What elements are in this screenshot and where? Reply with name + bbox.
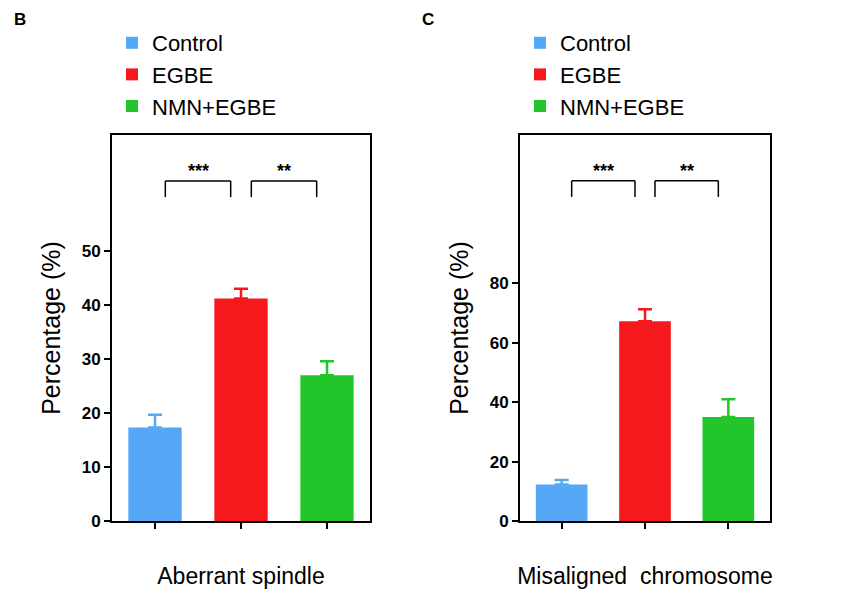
svg-text:Control: Control bbox=[152, 31, 223, 56]
svg-text:EGBE: EGBE bbox=[152, 63, 213, 88]
svg-text:Percentage (%): Percentage (%) bbox=[37, 241, 65, 415]
svg-text:**: ** bbox=[680, 161, 694, 181]
svg-text:***: *** bbox=[593, 161, 614, 181]
svg-text:NMN+EGBE: NMN+EGBE bbox=[152, 95, 276, 120]
svg-text:**: ** bbox=[277, 161, 291, 181]
svg-text:60: 60 bbox=[490, 334, 509, 353]
svg-text:Aberrant spindle: Aberrant spindle bbox=[157, 563, 325, 589]
svg-text:30: 30 bbox=[82, 350, 101, 369]
svg-text:C: C bbox=[422, 10, 434, 29]
svg-text:0: 0 bbox=[91, 512, 100, 531]
svg-text:Control: Control bbox=[560, 31, 631, 56]
svg-text:Misaligned chromosome: Misaligned chromosome bbox=[517, 563, 773, 589]
svg-text:10: 10 bbox=[82, 458, 101, 477]
svg-text:***: *** bbox=[188, 161, 209, 181]
svg-text:EGBE: EGBE bbox=[560, 63, 621, 88]
svg-text:Percentage (%): Percentage (%) bbox=[445, 241, 473, 415]
svg-text:0: 0 bbox=[499, 512, 508, 531]
svg-text:40: 40 bbox=[82, 296, 101, 315]
svg-text:20: 20 bbox=[490, 453, 509, 472]
svg-text:NMN+EGBE: NMN+EGBE bbox=[560, 95, 684, 120]
svg-text:20: 20 bbox=[82, 404, 101, 423]
svg-text:50: 50 bbox=[82, 242, 101, 261]
svg-text:40: 40 bbox=[490, 393, 509, 412]
svg-text:B: B bbox=[14, 10, 26, 29]
svg-text:80: 80 bbox=[490, 274, 509, 293]
